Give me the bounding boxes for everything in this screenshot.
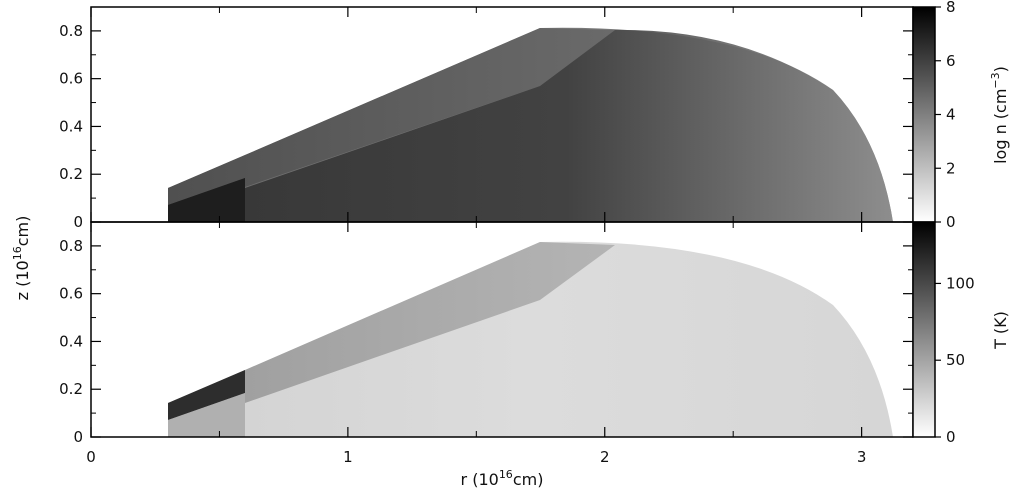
bottom-hot-layer xyxy=(168,370,245,420)
bottom-outer-envelope xyxy=(168,241,893,437)
x-tick-label: 2 xyxy=(600,448,610,466)
y-axis-label: z (1016cm) xyxy=(11,216,32,301)
colorbar-tick-label: 8 xyxy=(946,0,956,16)
x-tick-label: 3 xyxy=(857,448,867,466)
top-colorbar xyxy=(912,6,936,223)
top-panel: 0 0.2 0.4 0.6 0.8 0 2 4 6 8 log n (cm−3) xyxy=(59,0,1010,231)
colorbar-tick-label: 4 xyxy=(946,106,956,124)
bottom-wall-layer xyxy=(168,242,615,420)
top-wall-layer xyxy=(168,28,615,222)
y-tick-label: 0.8 xyxy=(59,237,83,255)
bottom-colorbar-axis: 0 50 100 xyxy=(935,274,975,446)
y-tick-label: 0 xyxy=(73,428,83,446)
top-y-axis: 0 0.2 0.4 0.6 0.8 xyxy=(59,6,913,231)
bottom-inner-core xyxy=(168,393,245,437)
x-axis-label: r (1016cm) xyxy=(461,468,544,489)
y-tick-label: 0 xyxy=(73,213,83,231)
top-colorbar-axis: 0 2 4 6 8 xyxy=(935,0,956,231)
x-tick-label: 0 xyxy=(86,448,96,466)
colorbar-tick-label: 50 xyxy=(946,351,965,369)
bottom-colorbar xyxy=(912,221,936,438)
y-tick-label: 0.6 xyxy=(59,70,83,88)
colorbar-tick-label: 2 xyxy=(946,159,956,177)
bottom-colorbar-label: T (K) xyxy=(991,311,1010,350)
x-tick-label: 1 xyxy=(343,448,353,466)
y-tick-label: 0.4 xyxy=(59,332,83,350)
colorbar-tick-label: 0 xyxy=(946,213,956,231)
top-colorbar-label: log n (cm−3) xyxy=(989,66,1010,164)
bottom-panel: 0 0.2 0.4 0.6 0.8 0 1 2 3 0 50 100 T (K) xyxy=(59,7,1010,466)
y-tick-label: 0.8 xyxy=(59,22,83,40)
y-tick-label: 0.2 xyxy=(59,380,83,398)
bottom-y-axis: 0 0.2 0.4 0.6 0.8 xyxy=(59,221,913,446)
top-inner-core xyxy=(168,178,245,222)
y-tick-label: 0.2 xyxy=(59,165,83,183)
y-tick-label: 0.6 xyxy=(59,285,83,303)
x-axis: 0 1 2 3 xyxy=(86,7,866,466)
y-tick-label: 0.4 xyxy=(59,117,83,135)
colorbar-tick-label: 100 xyxy=(946,274,975,292)
top-inner-envelope xyxy=(168,29,893,222)
colorbar-tick-label: 6 xyxy=(946,52,956,70)
colorbar-tick-label: 0 xyxy=(946,428,956,446)
